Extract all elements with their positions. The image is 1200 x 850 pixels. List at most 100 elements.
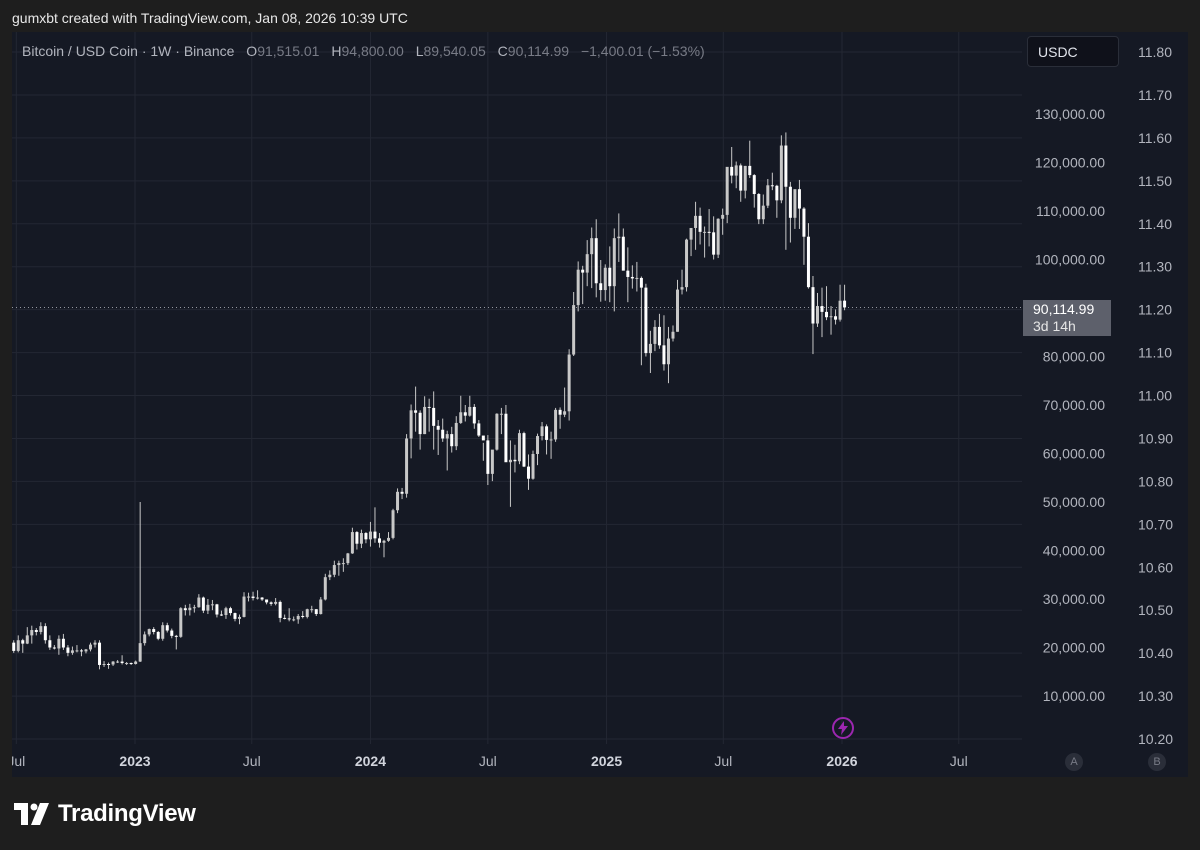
candle[interactable]: [802, 207, 806, 265]
candle[interactable]: [161, 622, 165, 641]
candle[interactable]: [52, 645, 56, 650]
candle[interactable]: [269, 601, 273, 606]
candle[interactable]: [355, 531, 359, 550]
candle[interactable]: [107, 662, 111, 669]
candle[interactable]: [238, 614, 242, 625]
candle[interactable]: [626, 247, 630, 303]
candle[interactable]: [30, 625, 34, 644]
candle[interactable]: [373, 507, 377, 543]
candle[interactable]: [698, 207, 702, 245]
candle[interactable]: [192, 604, 196, 613]
candle[interactable]: [323, 573, 327, 601]
candle[interactable]: [666, 326, 670, 384]
candle[interactable]: [387, 532, 391, 542]
candle[interactable]: [676, 279, 680, 332]
candle[interactable]: [671, 325, 675, 342]
candle[interactable]: [752, 174, 756, 208]
candle[interactable]: [165, 622, 169, 633]
candle[interactable]: [540, 421, 544, 441]
candle[interactable]: [820, 287, 824, 338]
candle[interactable]: [405, 434, 409, 498]
candle[interactable]: [603, 264, 607, 301]
candle[interactable]: [120, 655, 124, 665]
candle[interactable]: [296, 614, 300, 624]
candle[interactable]: [210, 599, 214, 611]
candle[interactable]: [346, 552, 350, 566]
candle[interactable]: [599, 259, 603, 302]
candle[interactable]: [788, 181, 792, 243]
candle[interactable]: [396, 488, 400, 514]
candle[interactable]: [188, 603, 192, 616]
candle[interactable]: [834, 309, 838, 325]
candle[interactable]: [305, 608, 309, 619]
candle[interactable]: [829, 306, 833, 335]
candle[interactable]: [224, 606, 228, 619]
candle[interactable]: [703, 226, 707, 258]
candle[interactable]: [775, 184, 779, 218]
candle[interactable]: [206, 599, 210, 615]
candle[interactable]: [332, 560, 336, 578]
candle[interactable]: [215, 603, 219, 618]
candle[interactable]: [490, 449, 494, 482]
candle[interactable]: [581, 265, 585, 305]
candle[interactable]: [481, 435, 485, 461]
scale-button-b[interactable]: B: [1148, 753, 1166, 771]
candle[interactable]: [400, 487, 404, 500]
candle[interactable]: [174, 634, 178, 650]
candle[interactable]: [784, 132, 788, 250]
candle[interactable]: [513, 444, 517, 473]
candle[interactable]: [707, 209, 711, 247]
candle[interactable]: [554, 407, 558, 442]
candle[interactable]: [630, 265, 634, 289]
candle[interactable]: [721, 208, 725, 235]
candle[interactable]: [558, 407, 562, 429]
candle[interactable]: [143, 631, 147, 646]
candle[interactable]: [319, 597, 323, 615]
candle[interactable]: [779, 135, 783, 204]
candle[interactable]: [341, 558, 345, 572]
candle[interactable]: [761, 194, 765, 225]
candle[interactable]: [93, 640, 97, 648]
candle[interactable]: [716, 218, 720, 259]
candle[interactable]: [314, 609, 318, 616]
candle[interactable]: [129, 662, 133, 665]
candle[interactable]: [156, 631, 160, 641]
candle[interactable]: [39, 622, 43, 635]
candle[interactable]: [657, 313, 661, 349]
candle[interactable]: [25, 627, 29, 645]
candle[interactable]: [256, 590, 260, 600]
candle[interactable]: [648, 330, 652, 373]
candle[interactable]: [639, 276, 643, 366]
candle[interactable]: [183, 604, 187, 616]
candle[interactable]: [499, 407, 503, 435]
candle[interactable]: [233, 612, 237, 622]
candle[interactable]: [815, 292, 819, 327]
candle[interactable]: [12, 640, 16, 653]
candle[interactable]: [75, 645, 79, 653]
candle[interactable]: [247, 592, 251, 602]
candle[interactable]: [265, 599, 269, 605]
candle[interactable]: [102, 661, 106, 667]
candle[interactable]: [545, 424, 549, 455]
candle[interactable]: [179, 607, 183, 638]
candle[interactable]: [328, 570, 332, 581]
candle[interactable]: [274, 598, 278, 606]
candle[interactable]: [450, 426, 454, 453]
candle[interactable]: [432, 391, 436, 450]
candle[interactable]: [134, 660, 138, 665]
candle[interactable]: [79, 648, 83, 657]
candle[interactable]: [590, 227, 594, 289]
candle[interactable]: [621, 228, 625, 271]
candle[interactable]: [680, 269, 684, 295]
candle[interactable]: [739, 163, 743, 202]
candle[interactable]: [292, 616, 296, 622]
chart-panel[interactable]: 130,000.00 120,000.00 110,000.00 100,000.00…: [12, 32, 1188, 777]
candle[interactable]: [508, 440, 512, 507]
candle[interactable]: [364, 532, 368, 544]
candle[interactable]: [793, 189, 797, 229]
candle[interactable]: [147, 628, 151, 637]
candle[interactable]: [612, 228, 616, 312]
candle[interactable]: [594, 219, 598, 298]
candle[interactable]: [468, 395, 472, 417]
candle[interactable]: [201, 596, 205, 614]
